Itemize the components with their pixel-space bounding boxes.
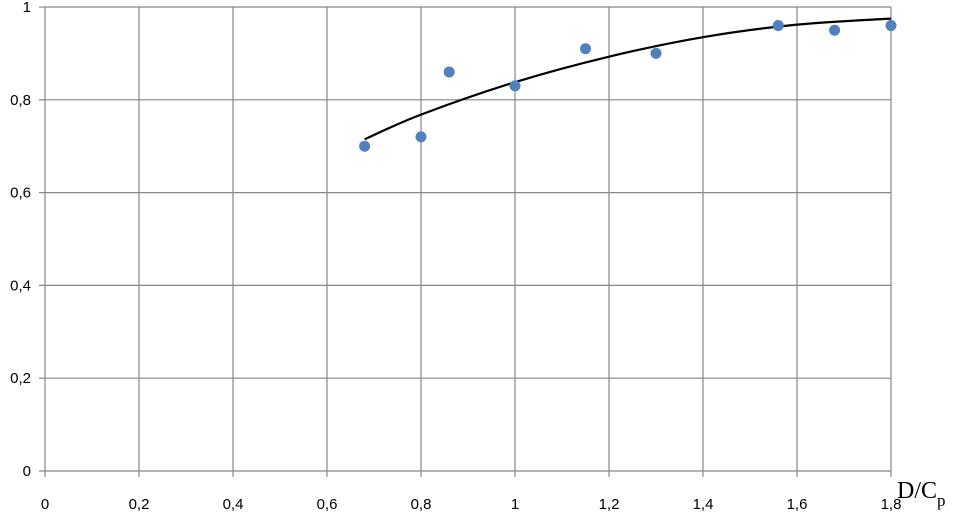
y-tick-label: 0,8 (10, 92, 31, 109)
axes (39, 6, 892, 477)
x-axis-label-subscript: p (937, 491, 946, 510)
data-point (443, 66, 455, 78)
x-tick-label: 0 (41, 496, 49, 513)
tick-labels: 0 0,2 0,4 0,6 0,8 1 1,2 1,4 1,6 1,8 0 0,2 0,4 0,6 0,8 1 (10, 0, 901, 513)
points-layer (359, 20, 897, 152)
data-point (580, 43, 591, 55)
data-point (415, 131, 427, 143)
y-tick-label: 0,4 (10, 277, 31, 294)
data-point (885, 20, 897, 32)
x-axis-label-main: D/C (897, 478, 937, 504)
x-axis-label: D/Cp (897, 478, 946, 510)
x-tick-label: 0,4 (223, 496, 244, 513)
data-point (650, 47, 662, 59)
y-tick-label: 0 (23, 463, 31, 480)
x-tick-label: 0,6 (317, 496, 338, 513)
x-tick-label: 1,2 (599, 496, 620, 513)
data-point (359, 140, 371, 152)
trendline (364, 17, 892, 141)
y-tick-label: 0,2 (10, 370, 31, 387)
x-tick-label: 0,8 (411, 496, 432, 513)
trendline-layer (364, 17, 892, 141)
x-tick-label: 1 (511, 496, 519, 513)
x-tick-label: 0,2 (129, 496, 150, 513)
x-tick-label: 1,4 (693, 496, 714, 513)
y-tick-label: 1 (23, 0, 31, 16)
y-tick-label: 0,6 (10, 185, 31, 202)
x-tick-label: 1,8 (881, 496, 902, 513)
data-point (829, 24, 841, 36)
x-tick-label: 1,6 (787, 496, 808, 513)
data-point (509, 80, 521, 92)
data-point (772, 20, 784, 32)
grid (45, 6, 892, 472)
